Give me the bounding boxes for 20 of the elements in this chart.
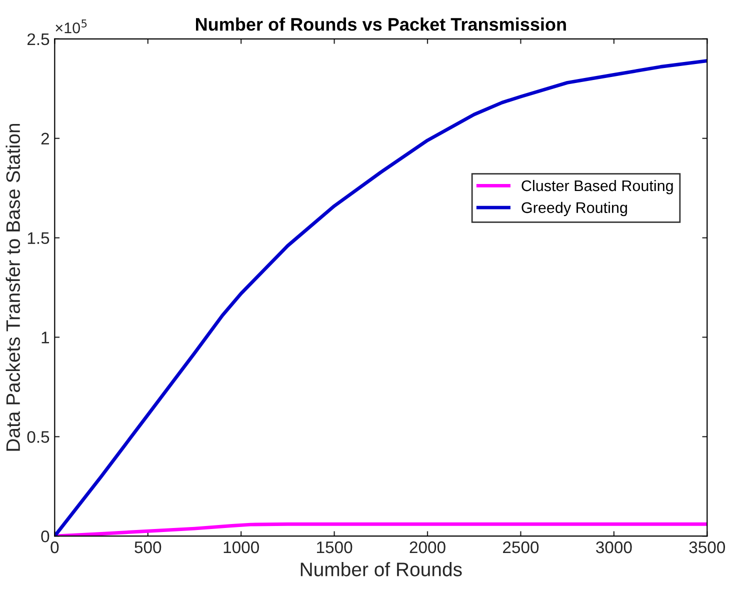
y-tick-label: 1 — [42, 332, 49, 344]
y-tick-label: 0 — [41, 530, 50, 542]
x-tick-label: 3500 — [689, 541, 726, 554]
text: ×10$^{5}$ — [56, 20, 87, 34]
x-tick-label: 2000 — [410, 541, 446, 554]
y-tick-label: 1.5 — [28, 232, 50, 244]
legend-label: Greedy Routing — [522, 202, 627, 216]
legend-label: Cluster Based Routing — [522, 180, 673, 194]
x-axis-title: Number of Rounds — [300, 562, 462, 576]
y-axis-title: Data Packets Transfer to Base Station — [6, 124, 20, 451]
x-tick-label: 500 — [134, 541, 162, 554]
y-tick-label: 2.5 — [27, 33, 50, 46]
y-tick-label: 2 — [41, 132, 49, 144]
chart-title: Number of Rounds vs Packet Transmission — [196, 18, 566, 31]
x-tick-label: 0 — [50, 541, 59, 554]
x-tick-label: 2500 — [503, 541, 539, 554]
x-tick-label: 3000 — [596, 541, 632, 554]
x-tick-label: 1000 — [224, 541, 259, 554]
x-tick-label: 1500 — [317, 541, 352, 554]
y-tick-label: 0.5 — [27, 431, 50, 443]
